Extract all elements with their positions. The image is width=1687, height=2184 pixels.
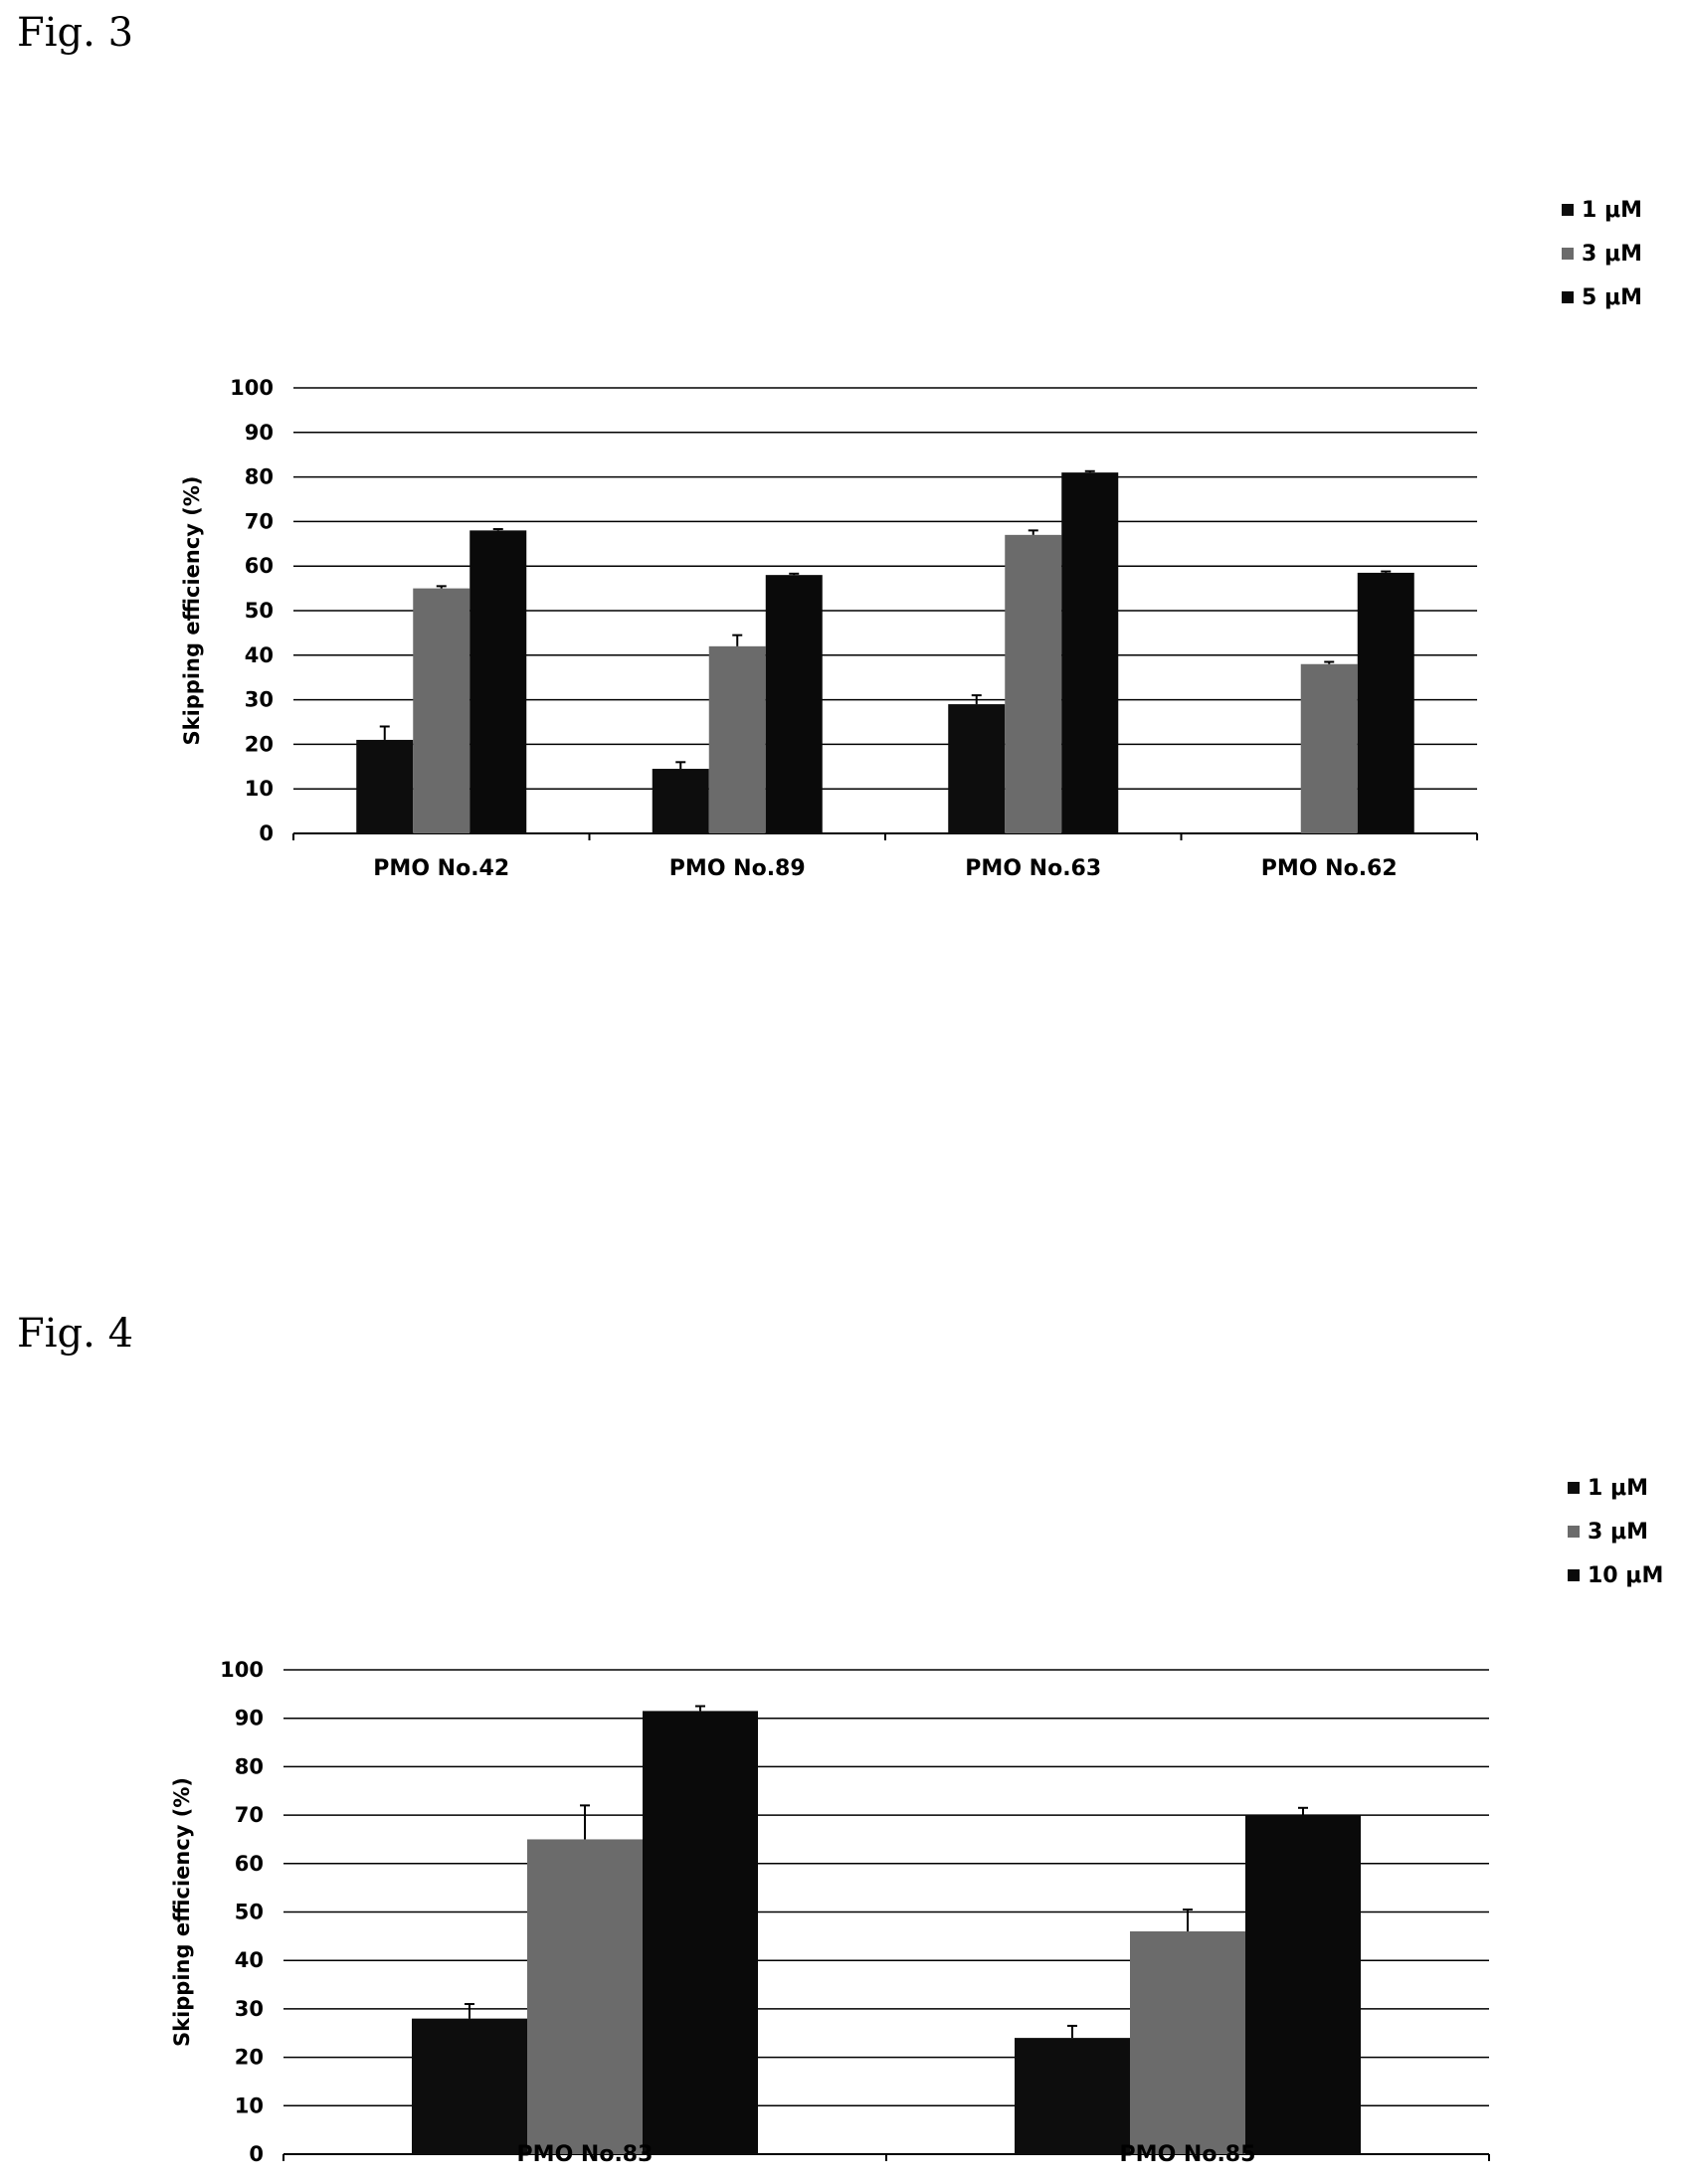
y-tick-label: 80	[235, 1754, 264, 1778]
y-tick-label: 40	[245, 643, 274, 667]
category-label: PMO No.83	[517, 2142, 654, 2167]
y-tick-label: 90	[245, 421, 274, 445]
y-axis-label: Skipping efficiency (%)	[180, 475, 204, 745]
y-tick-label: 70	[245, 509, 274, 533]
y-tick-label: 20	[245, 732, 274, 756]
y-tick-label: 70	[235, 1803, 264, 1827]
y-tick-label: 100	[220, 1658, 264, 1682]
y-tick-label: 60	[235, 1852, 264, 1876]
y-tick-label: 90	[235, 1707, 264, 1730]
y-tick-label: 0	[259, 821, 274, 845]
bar	[765, 575, 823, 833]
y-tick-label: 60	[245, 554, 274, 578]
bar	[652, 769, 709, 833]
bar	[413, 588, 470, 833]
y-tick-label: 50	[235, 1901, 264, 1924]
legend-label: 3 μM	[1588, 1520, 1648, 1545]
category-label: PMO No.63	[965, 856, 1101, 881]
figure-3-chart: 0 10 20 30 40 50 60 70 80 90 100 PMO No.42 PMO No.89…	[180, 198, 1642, 881]
y-tick-label: 10	[235, 2093, 264, 2117]
category-label: PMO No.62	[1261, 856, 1398, 881]
legend-label: 5 μM	[1582, 285, 1642, 310]
legend-label: 10 μM	[1588, 1563, 1663, 1588]
bar	[1300, 663, 1358, 833]
bar	[948, 704, 1006, 833]
figure-4-chart-container: 0 10 20 30 40 50 60 70 80 90 100 PMO No.83 PMO No.85…	[0, 1462, 1687, 2179]
y-tick-label: 50	[245, 599, 274, 623]
figure-3-chart-container: 0 10 20 30 40 50 60 70 80 90 100 PMO No.42 PMO No.89…	[0, 179, 1687, 935]
legend-swatch	[1562, 248, 1574, 260]
bar	[469, 530, 527, 833]
figure-4-label: Fig. 4	[17, 1311, 134, 1357]
legend-swatch	[1562, 204, 1574, 216]
bar	[643, 1711, 758, 2154]
y-tick-label: 80	[245, 465, 274, 489]
bar	[1357, 572, 1414, 833]
y-tick-label: 40	[235, 1948, 264, 1972]
bar	[527, 1839, 643, 2154]
figure-4-chart: 0 10 20 30 40 50 60 70 80 90 100 PMO No.83 PMO No.85…	[170, 1476, 1663, 2167]
bar	[1005, 534, 1062, 833]
legend-label: 1 μM	[1582, 198, 1642, 223]
legend-swatch	[1568, 1526, 1580, 1538]
legend-swatch	[1562, 291, 1574, 303]
legend-swatch	[1568, 1482, 1580, 1494]
y-tick-label: 20	[235, 2046, 264, 2070]
y-tick-label: 100	[230, 376, 274, 400]
y-tick-label: 30	[235, 1997, 264, 2021]
category-label: PMO No.85	[1120, 2142, 1256, 2167]
bar	[1061, 472, 1119, 833]
legend-swatch	[1568, 1569, 1580, 1581]
y-tick-label: 10	[245, 777, 274, 801]
bar	[356, 739, 414, 833]
legend-label: 1 μM	[1588, 1476, 1648, 1501]
bar	[1245, 1815, 1361, 2154]
bar	[412, 2018, 527, 2154]
bar	[1015, 2038, 1130, 2154]
bar	[1130, 1930, 1245, 2154]
legend-label: 3 μM	[1582, 242, 1642, 267]
category-label: PMO No.42	[373, 856, 509, 881]
bar	[708, 645, 766, 833]
figure-3-label: Fig. 3	[17, 10, 134, 56]
y-axis-label: Skipping efficiency (%)	[170, 1777, 194, 2047]
y-tick-label: 0	[249, 2142, 264, 2166]
category-label: PMO No.89	[669, 856, 806, 881]
y-tick-label: 30	[245, 688, 274, 712]
